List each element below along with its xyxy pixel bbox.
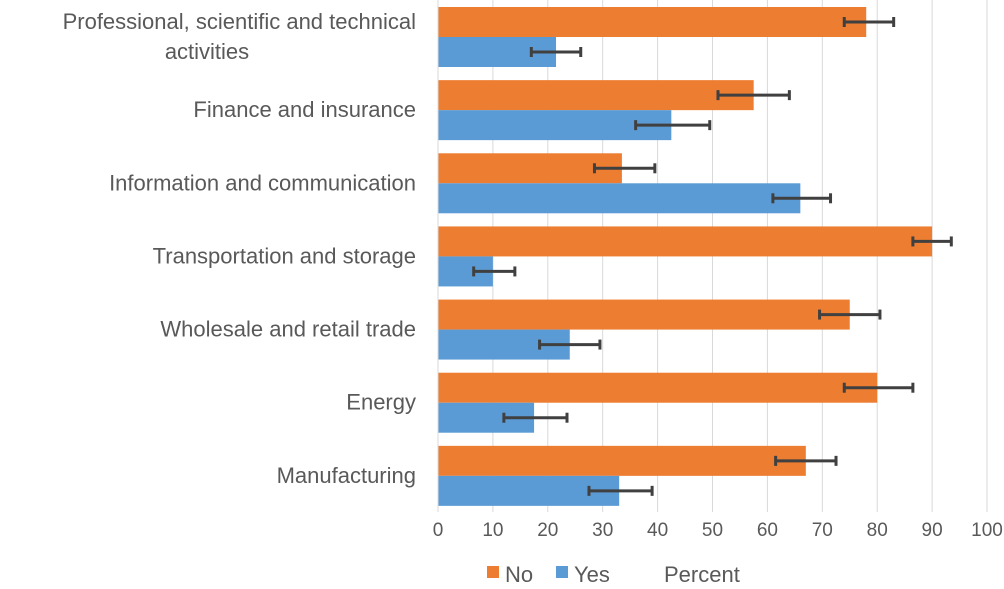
- error-bars: [472, 17, 953, 496]
- x-tick-label: 40: [647, 520, 668, 541]
- bar-yes: [438, 183, 801, 214]
- bar-no: [438, 226, 933, 257]
- legend-label-yes: Yes: [574, 562, 610, 584]
- category-labels: Professional, scientific and technical ac…: [63, 9, 416, 488]
- legend-swatch-yes: [556, 566, 568, 578]
- category-label: Finance and insurance: [193, 97, 416, 122]
- bar-no: [438, 80, 754, 111]
- category-label: Information and communication: [109, 170, 416, 195]
- x-tick-label: 100: [971, 520, 1003, 541]
- category-label: Energy: [346, 390, 416, 415]
- x-tick-label: 20: [537, 520, 558, 541]
- category-label: activities: [165, 39, 249, 64]
- x-tick-label: 10: [482, 520, 503, 541]
- legend-label-no: No: [505, 562, 533, 584]
- category-label: Professional, scientific and technical: [63, 9, 416, 34]
- bars: [438, 7, 933, 506]
- bar-no: [438, 153, 622, 184]
- x-axis-title: Percent: [664, 562, 740, 584]
- x-tick-label: 50: [702, 520, 723, 541]
- category-label: Wholesale and retail trade: [160, 317, 416, 342]
- x-tick-label: 90: [922, 520, 943, 541]
- x-tick-label: 80: [867, 520, 888, 541]
- x-tick-label: 70: [812, 520, 833, 541]
- bar-no: [438, 372, 878, 403]
- bar-no: [438, 445, 806, 476]
- x-tick-label: 30: [592, 520, 613, 541]
- bar-no: [438, 299, 850, 330]
- legend: No Yes Percent: [487, 562, 740, 587]
- axes: 0 10 20 30 40 50 60 70 80 90 100: [433, 0, 1003, 541]
- bar-yes: [438, 110, 672, 141]
- x-tick-label: 60: [757, 520, 778, 541]
- bar-no: [438, 7, 867, 37]
- legend-swatch-no: [487, 566, 499, 578]
- category-label: Transportation and storage: [153, 243, 416, 268]
- x-tick-label: 0: [433, 520, 444, 541]
- category-label: Manufacturing: [277, 463, 416, 488]
